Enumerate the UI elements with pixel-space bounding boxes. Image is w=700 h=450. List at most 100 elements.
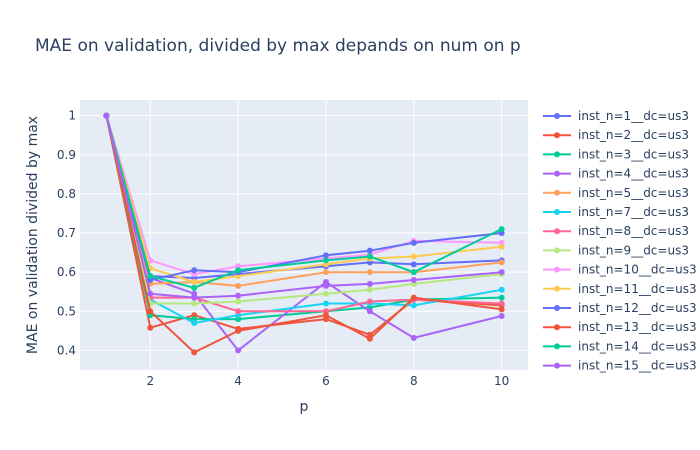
y-tick-label: 1: [68, 109, 76, 123]
plot-background: [80, 100, 528, 370]
series-line: [105, 115, 502, 313]
data-point: [235, 347, 242, 354]
data-point: [235, 308, 242, 315]
legend-swatch-marker: [554, 266, 560, 273]
data-point: [366, 269, 373, 276]
data-point: [235, 298, 242, 305]
series-line: [105, 115, 502, 299]
legend-swatch-marker: [554, 305, 560, 311]
data-point: [366, 308, 373, 315]
legend-label: inst_n=1__dc=us3: [578, 109, 689, 123]
data-point: [191, 294, 198, 301]
data-point: [322, 290, 329, 297]
data-point: [498, 300, 505, 307]
data-point: [191, 300, 198, 307]
data-point: [498, 286, 505, 293]
data-point: [322, 269, 329, 276]
data-point: [147, 324, 154, 331]
x-tick-label: 6: [322, 374, 330, 388]
data-point: [498, 294, 505, 301]
y-tick-label: 0.7: [57, 226, 76, 240]
legend-swatch-marker: [554, 228, 560, 235]
data-point: [410, 269, 417, 276]
x-tick-label: 2: [146, 374, 154, 388]
legend-swatch-marker: [554, 170, 560, 177]
y-tick-label: 0.5: [57, 304, 76, 318]
legend-label: inst_n=13__dc=us3: [578, 320, 697, 334]
data-point: [410, 334, 417, 341]
data-point: [498, 259, 505, 266]
data-point: [410, 253, 417, 260]
data-point: [410, 302, 417, 309]
data-point: [235, 292, 242, 299]
data-point: [498, 243, 505, 250]
data-point: [147, 273, 154, 280]
legend-item: inst_n=13__dc=us3: [543, 320, 697, 334]
series-line: [105, 115, 503, 289]
legend-swatch-marker: [554, 132, 560, 139]
legend-item: inst_n=15__dc=us3: [543, 359, 697, 373]
data-point: [322, 312, 329, 319]
legend-label: inst_n=3__dc=us3: [578, 147, 689, 161]
legend-label: inst_n=15__dc=us3: [578, 359, 697, 373]
legend-item: inst_n=12__dc=us3: [543, 301, 697, 315]
data-point: [191, 320, 198, 327]
data-point: [147, 308, 154, 315]
legend-swatch-marker: [554, 209, 560, 215]
legend-item: inst_n=8__dc=us3: [543, 224, 689, 238]
y-axis-title: MAE on validation divided by max: [25, 116, 41, 354]
legend-label: inst_n=5__dc=us3: [578, 186, 689, 200]
legend-swatch-marker: [554, 151, 560, 158]
x-axis-ticks: 2 4 6 8 10: [146, 374, 509, 388]
data-point: [191, 278, 198, 285]
legend-item: inst_n=5__dc=us3: [543, 186, 689, 200]
legend-item: inst_n=9__dc=us3: [543, 243, 689, 257]
x-axis-title: p: [300, 399, 309, 415]
legend-item: inst_n=3__dc=us3: [543, 147, 689, 161]
data-point: [410, 294, 417, 301]
legend-swatch-marker: [554, 285, 560, 292]
legend-label: inst_n=7__dc=us3: [578, 205, 689, 219]
data-point: [498, 269, 505, 276]
data-point: [322, 282, 329, 289]
x-tick-label: 4: [234, 374, 242, 388]
x-tick-label: 8: [410, 374, 418, 388]
data-point: [366, 335, 373, 342]
legend-swatch-marker: [554, 247, 560, 254]
data-point: [191, 284, 198, 291]
legend-item: inst_n=14__dc=us3: [543, 339, 697, 353]
legend-item: inst_n=11__dc=us3: [543, 282, 697, 296]
legend-label: inst_n=4__dc=us3: [578, 167, 689, 181]
series-8: [103, 112, 505, 307]
legend-swatch-marker: [554, 343, 560, 350]
y-tick-label: 0.6: [57, 265, 76, 279]
x-tick-label: 10: [494, 374, 509, 388]
legend-swatch-marker: [554, 189, 560, 196]
data-point: [103, 112, 110, 119]
data-point: [235, 282, 242, 289]
data-point: [410, 277, 417, 283]
data-point: [366, 298, 373, 305]
legend-label: inst_n=11__dc=us3: [578, 282, 697, 296]
data-point: [191, 267, 198, 274]
data-point: [366, 286, 373, 293]
y-tick-label: 0.4: [57, 343, 76, 357]
data-point: [191, 349, 198, 356]
legend-item: inst_n=10__dc=us3: [543, 263, 697, 277]
series-line: [105, 115, 502, 354]
y-axis-ticks: 0.4 0.5 0.6 0.7 0.8 0.9 1: [57, 109, 76, 358]
legend-swatch-marker: [554, 324, 560, 331]
legend: inst_n=1__dc=us3 inst_n=2__dc=us3 inst_n=3…: [543, 109, 697, 373]
legend-item: inst_n=1__dc=us3: [543, 109, 689, 123]
series-14: [103, 112, 505, 301]
data-point: [235, 327, 242, 334]
legend-label: inst_n=9__dc=us3: [578, 243, 689, 257]
data-point: [235, 267, 242, 274]
data-point: [322, 300, 329, 307]
data-point: [366, 247, 373, 254]
series-layer: [103, 112, 505, 356]
data-point: [322, 257, 329, 264]
legend-label: inst_n=12__dc=us3: [578, 301, 697, 315]
data-point: [498, 226, 505, 233]
